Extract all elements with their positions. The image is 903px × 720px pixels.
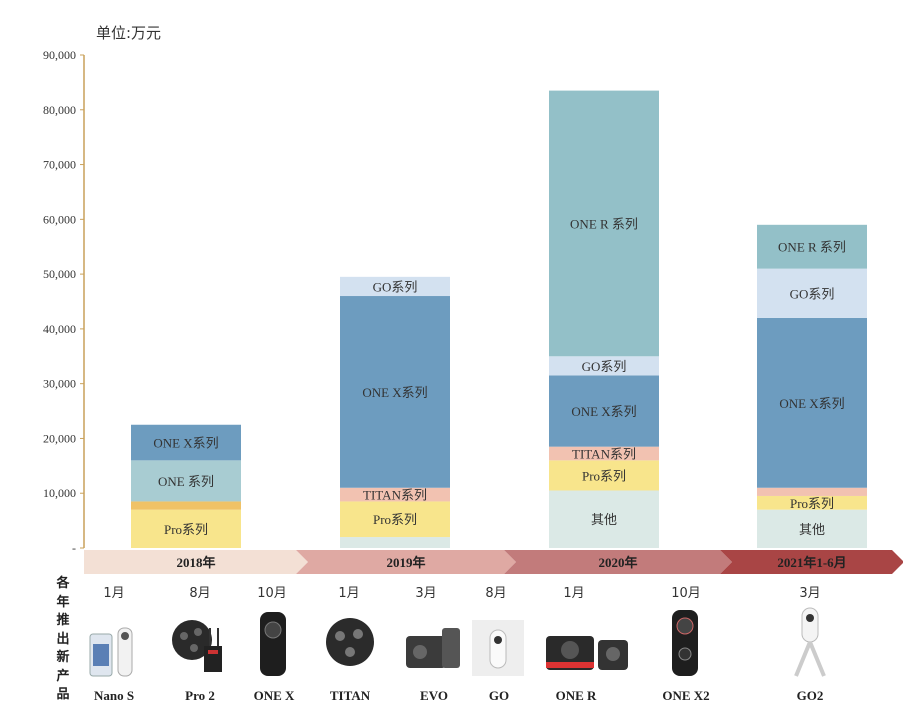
segment-label: ONE X系列 [153,436,218,451]
bar-segment [131,460,241,502]
month-label: 10月 [671,586,701,601]
year-label: 2021年1-6月 [777,555,846,570]
segment-label: ONE X系列 [362,385,427,400]
bar-segment [131,501,241,510]
year-label: 2019年 [386,555,425,570]
segment-label: 其他 [799,522,825,537]
segment-label: Pro系列 [582,468,626,483]
bar-segment [757,487,867,496]
segment-label: ONE X系列 [779,396,844,411]
product-name: ONE R [555,688,597,703]
month-label: 3月 [799,586,821,601]
product-name: EVO [420,688,448,703]
pro-2-camera-image [172,620,222,672]
bar-segment [549,356,659,376]
bar-segment [131,509,241,548]
new-products-side-label: 各年推出新产品 [56,576,70,702]
bar-segment [757,224,867,269]
unit-label: 单位:万元 [96,24,162,42]
segment-label: GO系列 [582,359,627,374]
bar-segment [757,509,867,548]
go-camera-image [472,620,524,676]
nano-s-camera-image [89,627,133,677]
bar-segment [340,501,450,538]
year-label: 2020年 [598,555,637,570]
bar-segment [757,268,867,318]
y-tick-label: 90,000 [43,48,76,62]
bar-stack: 其他 Pro系列 TITAN系列 ONE X系列 GO系列 ONE R 系列 [549,90,659,548]
y-tick-label: 50,000 [43,267,76,281]
product-name: Pro 2 [185,688,215,703]
segment-label: TITAN系列 [363,488,427,503]
bar-segment [340,296,450,488]
one-x2-camera-image [672,610,698,676]
segment-label: ONE X系列 [571,404,636,419]
bar-segment [757,317,867,488]
y-tick-label: 70,000 [43,158,76,172]
y-tick-label: 80,000 [43,103,76,117]
y-axis: - 10,000 20,000 30,000 40,000 50,000 60,000 70,… [43,48,85,555]
y-tick-label: 60,000 [43,212,76,226]
y-tick-label: 30,000 [43,377,76,391]
month-label: 3月 [415,586,437,601]
segment-label: GO系列 [790,286,835,301]
bar-segment [549,460,659,491]
bar-segment [131,424,241,461]
bar-segment [340,276,450,297]
month-label: 8月 [189,586,211,601]
segment-label: 其他 [591,512,617,527]
bar-segment [549,90,659,357]
bar-segment [340,537,450,548]
timeline-arrow [296,550,516,574]
product-name: TITAN [329,688,371,703]
y-tick-label: - [72,541,76,555]
one-r-camera-image [546,636,628,670]
month-label: 1月 [338,586,360,601]
product-name: GO [488,688,510,703]
segment-label: Pro系列 [164,522,208,537]
bar-stack: Pro系列 TITAN系列 ONE X系列 GO系列 [340,276,450,548]
segment-label: ONE R 系列 [570,216,638,231]
bar-segment [549,446,659,461]
y-tick-label: 40,000 [43,322,76,336]
bar-stack: 其他 Pro系列 ONE X系列 GO系列 ONE R 系列 [757,224,867,548]
bar-segment [340,487,450,502]
bar-segment [549,375,659,447]
timeline-arrow [720,550,903,574]
month-label: 10月 [257,586,287,601]
bar-segment [757,495,867,510]
segment-label: Pro系列 [790,496,834,511]
month-label: 1月 [103,586,125,601]
y-tick-label: 10,000 [43,486,76,500]
segment-label: Pro系列 [373,512,417,527]
one-x-camera-image [260,612,286,676]
product-name: GO2 [796,688,824,703]
go2-camera-image [794,607,826,677]
segment-label: GO系列 [373,279,418,294]
evo-camera-image [406,628,460,668]
year-label: 2018年 [176,555,215,570]
month-label: 8月 [485,586,507,601]
product-name: ONE X2 [662,688,710,703]
titan-camera-image [326,618,374,666]
product-name: Nano S [93,688,135,703]
timeline-arrow [504,550,732,574]
segment-label: TITAN系列 [572,447,636,462]
segment-label: ONE R 系列 [778,240,846,255]
bar-segment [549,490,659,548]
bars: Pro系列 ONE 系列 ONE X系列 Pro系列 TITAN系列 ONE X系列 GO系… [131,90,867,548]
bar-stack: Pro系列 ONE 系列 ONE X系列 [131,424,241,548]
segment-label: ONE 系列 [158,474,214,489]
timeline-arrow [84,550,308,574]
month-label: 1月 [563,586,585,601]
year-timeline: 2018年 2019年 2020年 2021年1-6月 [84,550,903,574]
product-name: ONE X [253,688,295,703]
y-tick-label: 20,000 [43,431,76,445]
